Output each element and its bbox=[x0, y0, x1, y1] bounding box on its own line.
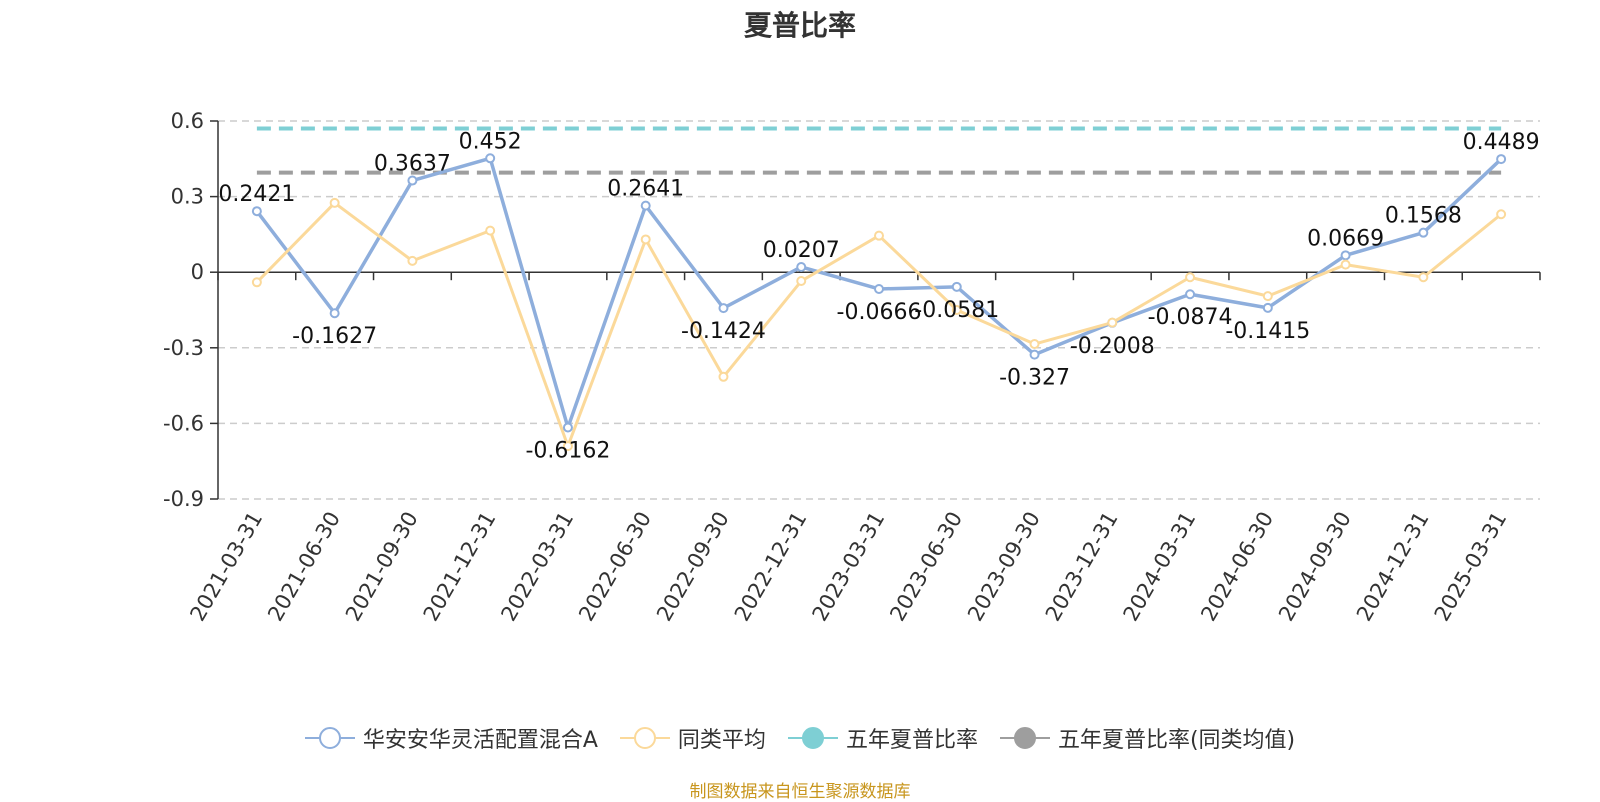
data-point bbox=[874, 283, 884, 294]
data-label: 0.1568 bbox=[1385, 204, 1462, 229]
data-point bbox=[1029, 339, 1040, 350]
x-tick-label: 2024-06-30 bbox=[1196, 508, 1278, 626]
x-tick-label: 2023-12-31 bbox=[1041, 508, 1123, 626]
data-label: -0.1424 bbox=[681, 319, 766, 344]
data-point bbox=[1262, 291, 1273, 302]
data-point bbox=[951, 305, 962, 315]
data-point bbox=[1340, 250, 1351, 261]
line-chart: 0.60.30-0.3-0.6-0.92021-03-312021-06-302… bbox=[163, 109, 1541, 626]
gridlines bbox=[218, 120, 1540, 500]
x-tick-label: 2023-03-31 bbox=[808, 508, 890, 626]
data-labels: 0.2421 -0.1627 0.3637 0.452 -0.6162 0.2641 -0.… bbox=[218, 129, 1539, 463]
chart-title: 夏普比率 bbox=[743, 9, 856, 42]
data-label: 0.2641 bbox=[607, 177, 684, 202]
legend-label: 五年夏普比率 bbox=[845, 728, 978, 753]
data-point bbox=[407, 255, 418, 266]
x-tick-label: 2023-06-30 bbox=[885, 507, 967, 625]
data-point bbox=[1185, 289, 1196, 300]
x-tick-label: 2024-03-31 bbox=[1119, 508, 1201, 626]
data-point bbox=[640, 200, 651, 211]
y-tick-label: 0.6 bbox=[171, 109, 204, 133]
data-point bbox=[485, 225, 496, 236]
legend-item[interactable]: 华安安华灵活配置混合A bbox=[304, 722, 598, 754]
data-point bbox=[485, 153, 496, 164]
x-tick-label: 2022-12-31 bbox=[730, 508, 812, 626]
data-point bbox=[796, 276, 807, 287]
x-tick-label: 2022-06-30 bbox=[574, 508, 656, 626]
legend: 华安安华灵活配置混合A 同类平均 五年夏普比率 五年夏普比率(同类均值) bbox=[0, 722, 1600, 754]
data-point bbox=[1107, 317, 1118, 328]
legend-item[interactable]: 同类平均 bbox=[619, 722, 766, 754]
legend-item[interactable]: 五年夏普比率 bbox=[787, 722, 978, 754]
x-tick-label: 2022-03-31 bbox=[496, 508, 578, 626]
data-point bbox=[329, 308, 340, 319]
data-point bbox=[1340, 259, 1351, 270]
x-tick-label: 2024-09-30 bbox=[1274, 508, 1356, 626]
legend-swatch-icon bbox=[999, 727, 1050, 749]
y-tick-label: 0 bbox=[191, 260, 204, 284]
y-tick-label: -0.6 bbox=[163, 411, 204, 435]
source-note: 制图数据来自恒生聚源数据库 bbox=[689, 782, 911, 802]
data-point bbox=[718, 371, 729, 382]
y-tick-label: -0.3 bbox=[163, 336, 204, 360]
y-tick-label: 0.3 bbox=[171, 185, 204, 209]
y-tick-label: -0.9 bbox=[163, 487, 204, 511]
data-label: -0.1415 bbox=[1225, 319, 1310, 344]
data-point bbox=[874, 230, 884, 241]
data-point bbox=[1185, 272, 1196, 283]
data-label: 0.452 bbox=[459, 129, 522, 154]
legend-label: 五年夏普比率(同类均值) bbox=[1057, 728, 1296, 753]
legend-swatch-icon bbox=[304, 727, 355, 749]
legend-swatch-icon bbox=[619, 727, 670, 749]
data-label: 0.0669 bbox=[1307, 226, 1384, 251]
data-point bbox=[1029, 349, 1040, 360]
data-label: 0.3637 bbox=[374, 152, 451, 177]
x-tick-label: 2025-03-31 bbox=[1430, 508, 1512, 626]
x-tick-label: 2022-09-30 bbox=[652, 508, 734, 626]
axes: 0.60.30-0.3-0.6-0.92021-03-312021-06-302… bbox=[163, 109, 1541, 626]
data-label: -0.327 bbox=[999, 366, 1070, 391]
data-label: 0.0207 bbox=[763, 238, 840, 263]
data-label: -0.0581 bbox=[914, 298, 999, 323]
data-label: -0.0874 bbox=[1148, 305, 1233, 330]
data-point bbox=[1496, 209, 1507, 220]
data-point bbox=[1262, 302, 1273, 313]
legend-label: 同类平均 bbox=[677, 728, 766, 753]
data-point bbox=[562, 441, 573, 452]
data-label: -0.0666 bbox=[837, 300, 922, 325]
reference-lines bbox=[256, 126, 1502, 175]
legend-swatch-icon bbox=[787, 727, 838, 749]
data-label: -0.1627 bbox=[292, 324, 377, 349]
data-point bbox=[329, 197, 340, 208]
x-tick-label: 2024-12-31 bbox=[1352, 508, 1434, 626]
x-tick-label: 2021-03-31 bbox=[185, 508, 267, 626]
data-point bbox=[1496, 154, 1507, 165]
data-label: -0.2008 bbox=[1070, 334, 1155, 359]
data-point bbox=[718, 303, 729, 314]
data-point bbox=[1418, 227, 1429, 238]
data-point bbox=[640, 234, 651, 245]
data-point bbox=[796, 261, 807, 272]
data-label: -0.6162 bbox=[525, 438, 610, 463]
x-tick-label: 2021-06-30 bbox=[263, 508, 345, 626]
legend-item[interactable]: 五年夏普比率(同类均值) bbox=[999, 722, 1296, 754]
data-point bbox=[1418, 272, 1429, 283]
x-tick-label: 2021-12-31 bbox=[419, 508, 501, 626]
data-point bbox=[951, 281, 962, 292]
legend-label: 华安安华灵活配置混合A bbox=[362, 728, 598, 753]
data-label: 0.2421 bbox=[218, 182, 295, 207]
x-tick-label: 2021-09-30 bbox=[341, 507, 423, 625]
data-label: 0.4489 bbox=[1463, 130, 1540, 155]
data-point bbox=[251, 277, 262, 288]
x-tick-label: 2023-09-30 bbox=[963, 508, 1045, 626]
data-point bbox=[407, 175, 418, 186]
data-point bbox=[251, 206, 262, 217]
data-point bbox=[562, 422, 573, 433]
series-points bbox=[251, 153, 1507, 452]
